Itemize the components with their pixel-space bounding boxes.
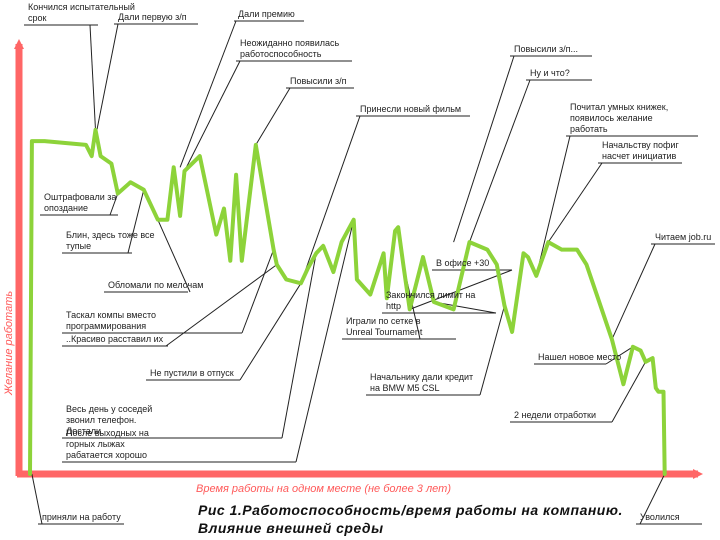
annotation-leader	[165, 264, 278, 347]
annotation-leader	[241, 249, 275, 334]
annotation-leader	[157, 219, 191, 293]
annotation-leader	[535, 135, 571, 276]
annotation-label: В офисе +30	[436, 258, 489, 268]
annotation-leader	[31, 473, 43, 525]
annotation-leader	[184, 60, 241, 172]
annotation-label: Обломали по мелочам	[108, 280, 203, 290]
annotation-label: Повысили з/п	[290, 76, 347, 86]
annotation-leaders	[24, 20, 715, 525]
annotation-leader	[547, 162, 603, 243]
caption-line-1: Рис 1.Работоспособность/время работы на …	[198, 502, 623, 518]
annotation-label: Повысили з/п...	[514, 44, 578, 54]
annotation-label: приняли на работу	[42, 512, 121, 522]
annotation-label: После выходных на горных лыжах рабатается …	[66, 428, 149, 460]
annotation-label: Весь день у соседей звонил телефон. Достал…	[66, 404, 152, 436]
annotation-leader	[281, 253, 317, 439]
annotation-leader	[409, 269, 513, 310]
annotation-label: Дали премию	[238, 9, 295, 19]
work-desire-line	[28, 127, 667, 476]
annotation-label: 2 недели отработки	[514, 410, 596, 420]
caption-line-2: Влияние внешней среды	[198, 520, 384, 536]
annotation-label: Кончился испытательный срок	[28, 2, 135, 23]
annotation-leader	[479, 305, 505, 396]
annotation-label: Не пустили в отпуск	[150, 368, 234, 378]
annotation-leader	[639, 473, 666, 525]
annotation-label: Читаем job.ru	[655, 232, 711, 242]
annotation-leader	[255, 87, 291, 146]
annotation-label: Принесли новый фильм	[360, 104, 461, 114]
annotation-leader	[295, 219, 355, 463]
annotation-label: Почитал умных книжек, появилось желание ра…	[570, 102, 668, 134]
annotation-leader	[605, 346, 634, 365]
annotation-leader	[300, 115, 361, 284]
annotation-label: Начальству пофиг насчет инициатив	[602, 140, 679, 161]
annotation-leader	[127, 189, 145, 254]
annotation-label: Закончился лимит на http	[386, 290, 475, 311]
annotation-label: Ну и что?	[530, 68, 570, 78]
annotation-leader	[89, 24, 96, 130]
annotation-label: Блин, здесь тоже все тупые	[66, 230, 155, 251]
x-axis-label: Время работы на одном месте (не более 3 …	[196, 483, 451, 495]
annotation-label: Неожиданно появилась работоспособность	[240, 38, 339, 59]
annotation-leader	[611, 361, 647, 423]
annotation-leader	[179, 20, 237, 168]
annotation-label: Начальнику дали кредит на BMW M5 CSL	[370, 372, 473, 393]
annotation-label: Уволился	[640, 512, 680, 522]
annotation-label: Дали первую з/п	[118, 12, 187, 22]
annotation-leader	[109, 193, 119, 216]
y-axis-label: Желание работать	[3, 291, 15, 396]
annotation-leader	[611, 243, 656, 340]
annotation-label: ..Красиво расставил их	[66, 334, 164, 344]
annotation-labels: Кончился испытательный срок Дали первую з/…	[28, 2, 711, 522]
annotation-label: Нашел новое место	[538, 352, 621, 362]
annotation-label: Играли по сетке в Unreal Tournament	[346, 316, 423, 337]
annotation-label: Оштрафовали за опоздание	[44, 192, 116, 213]
annotation-leader	[239, 283, 302, 381]
annotation-leader	[453, 55, 515, 243]
annotation-label: Таскал компы вместо программирования	[66, 310, 156, 331]
annotation-leader	[469, 79, 531, 243]
